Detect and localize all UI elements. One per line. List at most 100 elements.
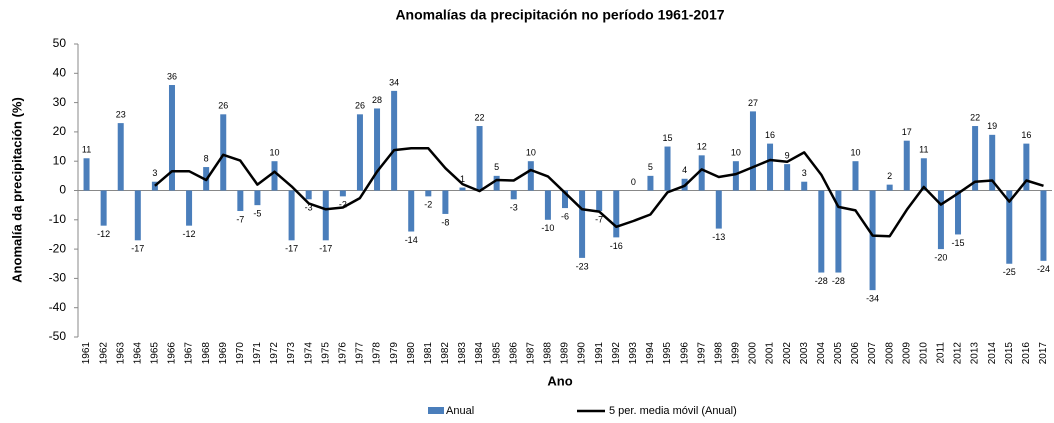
data-label: 10: [731, 148, 741, 158]
data-label: 22: [475, 112, 485, 122]
x-tick-label: 2011: [936, 342, 947, 364]
chart-title: Anomalías da precipitación no período 19…: [395, 7, 724, 23]
data-label: 23: [116, 109, 126, 119]
data-label: 28: [372, 95, 382, 105]
x-tick-label: 1997: [696, 342, 707, 365]
data-label: 15: [663, 133, 673, 143]
x-tick-label: 1988: [543, 342, 554, 365]
data-label: 19: [987, 121, 997, 131]
x-tick-label: 1972: [269, 342, 280, 365]
x-tick-label: 1966: [167, 342, 178, 365]
moving-average-line: [154, 147, 1044, 238]
x-tick-label: 1993: [628, 342, 639, 365]
x-tick-label: 1992: [611, 342, 622, 365]
x-tick-label: 2010: [918, 342, 929, 365]
x-axis-label: Ano: [547, 373, 572, 388]
y-tick-label: 50: [53, 36, 67, 50]
x-tick-label: 2013: [970, 342, 981, 365]
data-label: -2: [339, 200, 347, 210]
data-label: 5: [648, 162, 653, 172]
data-label: -25: [1003, 267, 1016, 277]
data-label: -12: [97, 229, 110, 239]
bar: [835, 190, 842, 273]
data-label: 5: [494, 162, 499, 172]
data-label: 3: [152, 168, 157, 178]
y-axis-label: Anomalía da precipitación (%): [9, 97, 24, 283]
data-label: 11: [919, 145, 928, 155]
y-tick-label: 30: [53, 95, 67, 109]
x-tick-label: 1982: [440, 342, 451, 365]
y-tick-label: 20: [53, 124, 67, 138]
bar: [562, 190, 568, 209]
data-label: 16: [1021, 130, 1031, 140]
y-tick-label: 0: [59, 183, 66, 197]
data-label: -28: [815, 276, 828, 286]
bar: [220, 114, 227, 191]
bar: [869, 190, 876, 291]
x-tick-label: 1962: [98, 342, 109, 365]
data-label: -5: [253, 209, 261, 219]
data-label: 17: [902, 127, 912, 137]
data-label: -2: [424, 200, 432, 210]
x-tick-label: 2016: [1021, 342, 1032, 365]
x-tick-label: 1983: [457, 342, 468, 365]
bar: [527, 161, 534, 191]
data-label: 36: [167, 71, 177, 81]
x-tick-label: 1980: [406, 342, 417, 365]
data-label: -20: [934, 252, 947, 262]
y-tick-label: 40: [53, 65, 67, 79]
y-tick-label: -10: [49, 212, 67, 226]
x-tick-label: 1970: [235, 342, 246, 365]
data-label: 26: [355, 101, 365, 111]
bar: [647, 175, 654, 191]
bar: [698, 155, 705, 191]
bar: [237, 190, 244, 212]
x-tick-label: 2008: [884, 342, 895, 365]
y-tick-label: -50: [49, 329, 67, 343]
data-label: 27: [748, 98, 758, 108]
x-tick-label: 1968: [201, 342, 212, 365]
x-tick-label: 2003: [799, 342, 810, 365]
x-tick-label: 2005: [833, 342, 844, 365]
data-label: 16: [765, 130, 775, 140]
x-tick-label: 1984: [474, 342, 485, 365]
data-label: -7: [236, 214, 244, 224]
x-tick-label: 1987: [525, 342, 536, 365]
x-tick-label: 1977: [355, 342, 366, 365]
x-tick-label: 1989: [560, 342, 571, 365]
x-tick-label: 1974: [303, 342, 314, 365]
bar: [732, 161, 739, 191]
x-tick-label: 1975: [320, 342, 331, 365]
x-tick-label: 2015: [1004, 342, 1015, 365]
data-label: -12: [183, 229, 196, 239]
data-label: -34: [866, 293, 879, 303]
data-label: 0: [631, 177, 636, 187]
x-tick-label: 1991: [594, 342, 605, 365]
bar: [408, 190, 415, 232]
data-label: 9: [785, 151, 790, 161]
data-label: 10: [526, 148, 536, 158]
y-tick-label: -40: [49, 300, 67, 314]
bar: [151, 181, 158, 191]
x-tick-label: 2004: [816, 342, 827, 365]
legend-label: 5 per. media móvil (Anual): [609, 405, 737, 417]
x-tick-label: 1978: [372, 342, 383, 365]
bar: [852, 161, 859, 191]
data-label: -16: [610, 241, 623, 251]
x-tick-label: 1973: [286, 342, 297, 365]
x-tick-label: 1999: [731, 342, 742, 365]
x-tick-label: 1961: [81, 342, 92, 365]
bar: [100, 190, 107, 226]
bar: [186, 190, 193, 226]
data-label: 3: [802, 168, 807, 178]
bar: [459, 187, 466, 191]
data-label: -28: [832, 276, 845, 286]
x-tick-label: 2009: [901, 342, 912, 365]
y-tick-label: 10: [53, 153, 67, 167]
bar: [1023, 143, 1030, 191]
y-tick-label: -20: [49, 241, 67, 255]
bar: [767, 143, 774, 191]
data-label: -7: [595, 214, 603, 224]
data-label: -17: [285, 244, 298, 254]
data-label: 2: [887, 171, 892, 181]
